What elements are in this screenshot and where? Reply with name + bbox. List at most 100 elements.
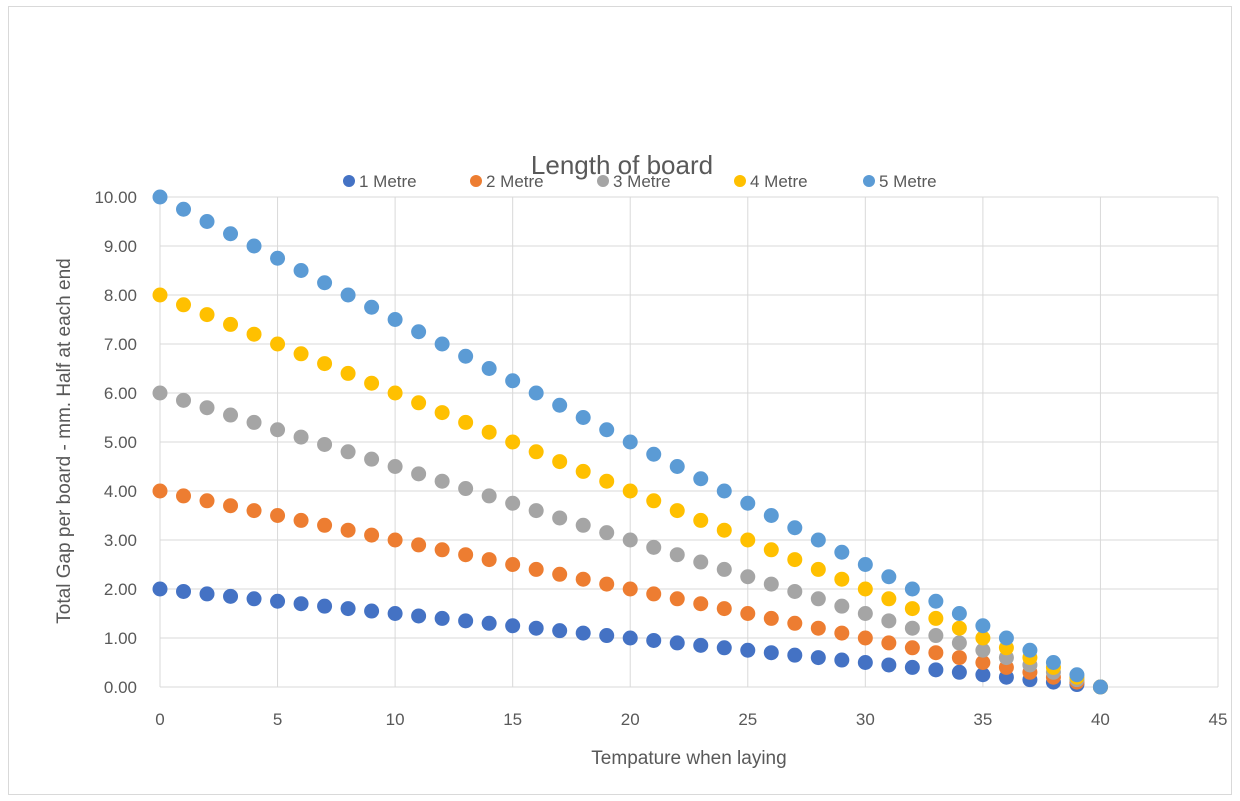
data-point xyxy=(364,451,380,467)
data-point xyxy=(340,287,356,303)
data-point xyxy=(152,189,168,205)
data-point xyxy=(975,667,991,683)
data-point xyxy=(693,554,709,570)
data-point xyxy=(857,630,873,646)
data-point xyxy=(505,495,521,511)
data-point xyxy=(928,662,944,678)
data-point xyxy=(481,361,497,376)
data-point xyxy=(975,642,991,658)
data-point xyxy=(622,630,638,646)
data-point xyxy=(834,544,850,560)
x-tick-label: 15 xyxy=(503,710,522,729)
data-point xyxy=(1069,667,1085,683)
data-point xyxy=(152,385,168,401)
data-point xyxy=(834,571,850,587)
data-point xyxy=(317,275,333,291)
data-point xyxy=(975,655,991,670)
data-point xyxy=(199,214,215,229)
data-point xyxy=(434,336,450,352)
legend-label: 1 Metre xyxy=(359,172,417,191)
data-point xyxy=(904,620,920,636)
data-point xyxy=(834,598,850,614)
x-tick-label: 35 xyxy=(973,710,992,729)
data-point xyxy=(928,645,944,661)
x-tick-label: 5 xyxy=(273,710,282,729)
data-point xyxy=(693,512,709,528)
data-point xyxy=(552,623,568,639)
legend-marker xyxy=(734,175,746,187)
data-point xyxy=(317,436,333,452)
data-point xyxy=(904,659,920,675)
legend-marker xyxy=(470,175,482,187)
data-point xyxy=(810,561,826,577)
data-point xyxy=(434,405,450,421)
data-point xyxy=(552,454,568,470)
x-tick-label: 25 xyxy=(738,710,757,729)
data-point xyxy=(411,395,427,411)
data-point xyxy=(434,542,450,558)
data-point xyxy=(787,552,803,568)
data-point xyxy=(810,591,826,607)
data-point xyxy=(599,473,615,489)
data-point xyxy=(881,635,897,651)
data-point xyxy=(928,610,944,626)
data-point xyxy=(223,226,239,242)
x-tick-label: 30 xyxy=(856,710,875,729)
data-point xyxy=(481,424,497,440)
data-point xyxy=(528,620,544,636)
data-point xyxy=(951,635,967,651)
y-tick-label: 3.00 xyxy=(104,531,137,550)
data-point xyxy=(411,537,427,553)
data-point xyxy=(693,637,709,653)
data-point xyxy=(340,601,356,617)
data-point xyxy=(622,532,638,548)
data-point xyxy=(716,561,732,577)
data-point xyxy=(505,434,521,450)
data-point xyxy=(975,630,991,646)
data-point xyxy=(575,571,591,587)
x-tick-label: 45 xyxy=(1209,710,1228,729)
data-point xyxy=(270,422,286,438)
data-point xyxy=(340,522,356,538)
y-tick-label: 6.00 xyxy=(104,384,137,403)
data-point xyxy=(646,539,662,555)
data-point xyxy=(669,635,685,651)
data-point xyxy=(857,606,873,621)
data-point xyxy=(740,642,756,658)
data-point xyxy=(246,414,262,430)
data-point xyxy=(740,606,756,621)
data-point xyxy=(904,640,920,656)
x-tick-label: 10 xyxy=(386,710,405,729)
series-2-metre xyxy=(152,483,1108,695)
data-point xyxy=(951,664,967,680)
data-point xyxy=(622,581,638,597)
data-point xyxy=(552,566,568,582)
data-point xyxy=(1022,642,1038,658)
data-point xyxy=(317,356,333,372)
data-point xyxy=(716,640,732,656)
data-point xyxy=(881,591,897,607)
data-point xyxy=(599,576,615,592)
data-point xyxy=(528,444,544,460)
data-point xyxy=(317,517,333,533)
data-point xyxy=(505,557,521,572)
data-point xyxy=(270,250,286,266)
data-point xyxy=(387,606,403,621)
data-point xyxy=(176,392,192,408)
data-point xyxy=(787,520,803,536)
data-point xyxy=(881,613,897,629)
data-point xyxy=(857,581,873,597)
y-tick-label: 2.00 xyxy=(104,580,137,599)
data-point xyxy=(364,527,380,543)
data-point xyxy=(505,373,521,389)
data-point xyxy=(458,481,474,497)
y-tick-label: 5.00 xyxy=(104,433,137,452)
data-point xyxy=(646,446,662,462)
data-point xyxy=(458,414,474,430)
data-point xyxy=(387,312,403,327)
data-point xyxy=(740,532,756,548)
data-point xyxy=(481,552,497,568)
data-point xyxy=(810,532,826,548)
data-point xyxy=(458,348,474,364)
y-axis-title: Total Gap per board - mm. Half at each e… xyxy=(54,258,75,623)
